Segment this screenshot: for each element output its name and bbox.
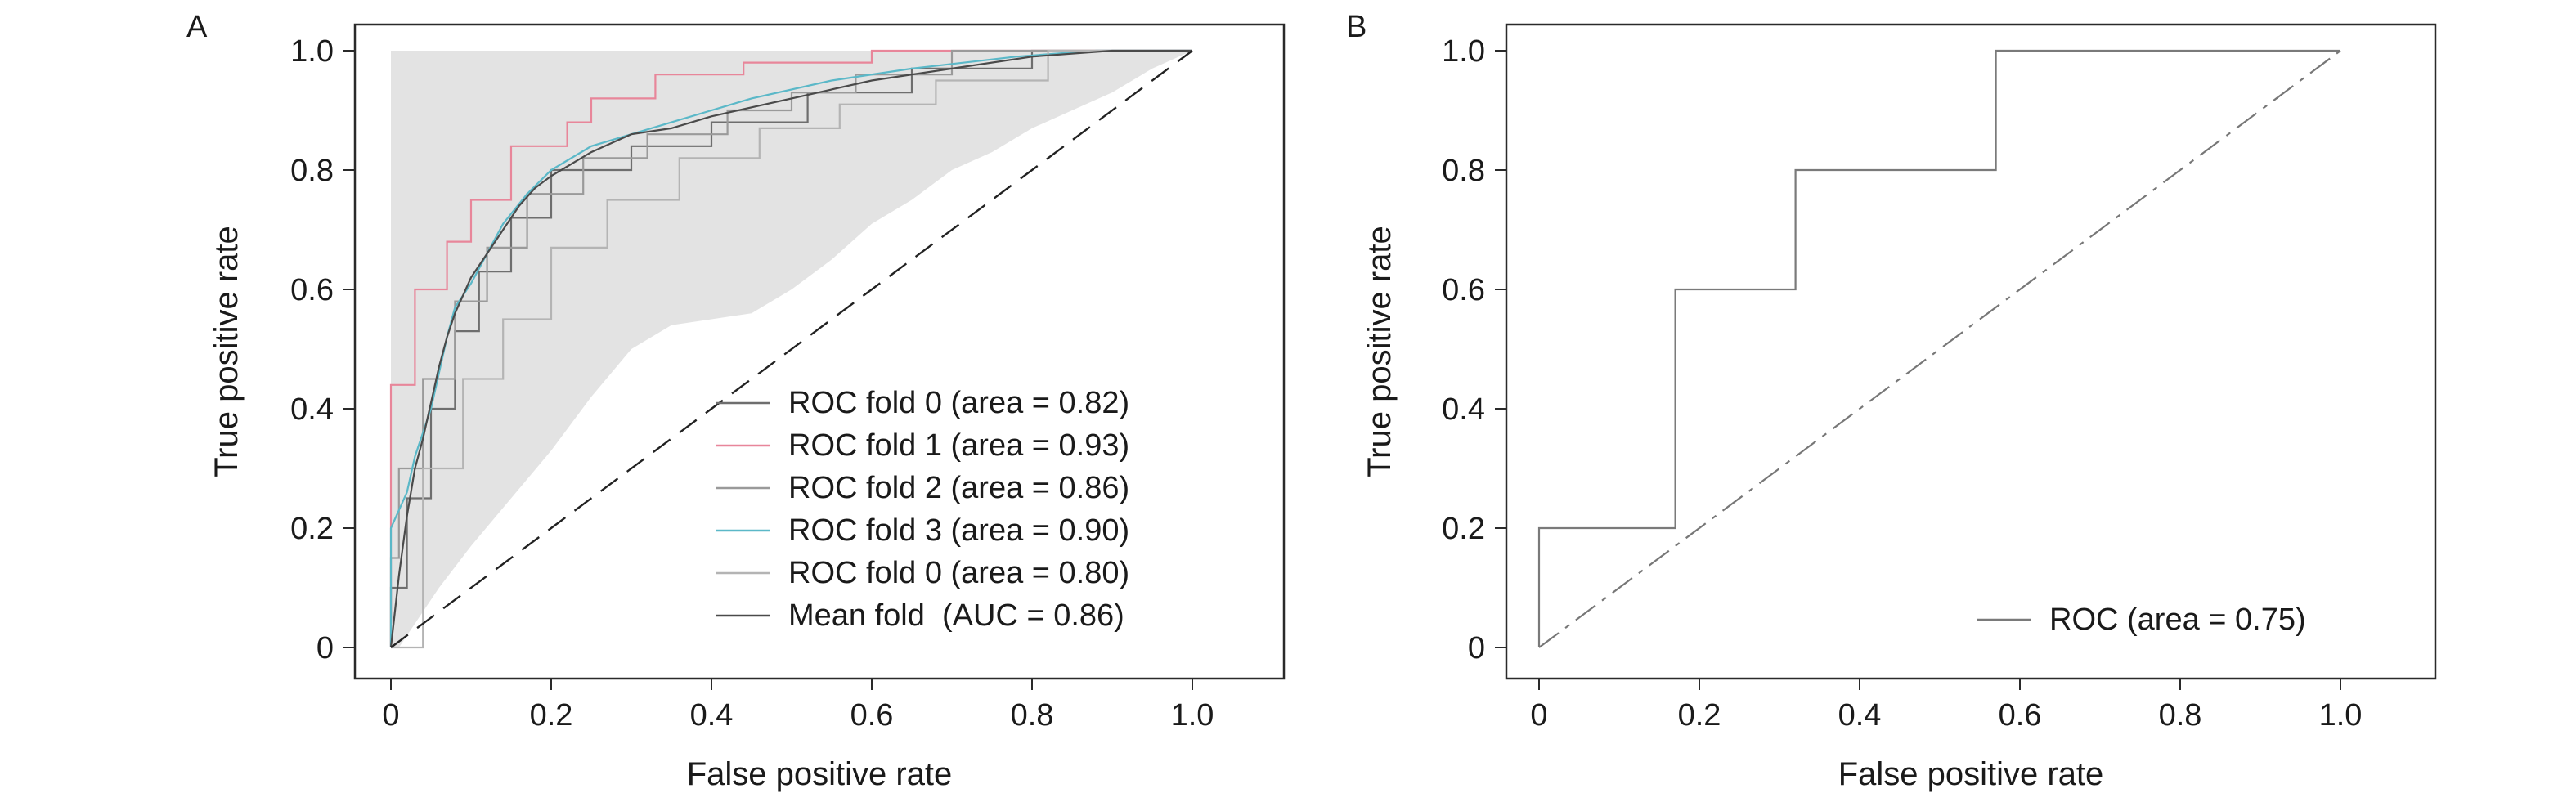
panel-a-letter: A — [186, 10, 208, 44]
legend-b: ROC (area = 0.75) — [1977, 603, 2306, 637]
x-tick-label: 0.8 — [2159, 698, 2202, 733]
y-tick-label: 0.6 — [1442, 273, 1485, 307]
y-tick-label: 0.2 — [1442, 512, 1485, 546]
roc-series-line-0 — [389, 49, 1192, 647]
plot-frame-b — [1505, 23, 2437, 680]
x-tick-label: 0.8 — [1011, 698, 1054, 733]
chance-diagonal-line — [1538, 50, 2341, 648]
panel-b: B 0 0.2 0.4 0.6 0.8 1.0 0 0.2 0.4 0.6 0.8 1.0 Fals… — [1346, 10, 2437, 792]
x-tick-label: 0.4 — [690, 698, 734, 733]
x-tick-label: 0.2 — [1678, 698, 1721, 733]
x-tick-label: 0.4 — [1838, 698, 1882, 733]
x-tick-label: 1.0 — [1171, 698, 1214, 733]
y-tick-label: 1.0 — [290, 34, 334, 69]
y-tick-label: 0.8 — [1442, 154, 1485, 188]
y-tick-label: 1.0 — [1442, 34, 1485, 69]
std-band-layer — [391, 51, 1192, 647]
roc-lines-layer-b — [1537, 49, 2341, 648]
x-axis-label-a: False positive rate — [687, 756, 953, 792]
panel-b-letter: B — [1346, 10, 1367, 44]
y-tick-label: 0.4 — [1442, 392, 1485, 427]
legend-entry: ROC fold 0 (area = 0.80) — [788, 556, 1129, 590]
roc-series-line-4 — [391, 49, 1192, 649]
legend-entry: ROC fold 3 (area = 0.90) — [788, 513, 1129, 548]
x-tick-label: 0.2 — [530, 698, 573, 733]
y-tick-label: 0 — [316, 631, 334, 665]
plot-frame-a — [353, 23, 1286, 680]
x-tick-label: 0 — [1530, 698, 1547, 733]
panel-a: A 0 0.2 0.4 0.6 0.8 1.0 0 0.2 0.4 0.6 0.8 1.0 Fals… — [186, 10, 1286, 792]
y-tick-label: 0.8 — [290, 154, 334, 188]
roc-series-line-1 — [389, 49, 1192, 647]
y-axis-label-a: True positive rate — [209, 226, 245, 477]
y-axis-label-b: True positive rate — [1362, 226, 1398, 477]
x-tick-label: 0 — [382, 698, 399, 733]
legend-entry: ROC fold 2 (area = 0.86) — [788, 471, 1129, 505]
legend-entry: ROC (area = 0.75) — [2049, 603, 2306, 637]
y-ticks-a: 0 0.2 0.4 0.6 0.8 1.0 — [290, 34, 355, 665]
x-ticks-a: 0 0.2 0.4 0.6 0.8 1.0 — [382, 679, 1214, 733]
y-tick-label: 0 — [1468, 631, 1485, 665]
roc-lines-layer — [389, 49, 1193, 649]
std-band — [391, 51, 1192, 647]
roc-series-line-3 — [389, 49, 1192, 647]
chance-diagonal-line — [390, 50, 1193, 648]
x-tick-label: 0.6 — [1999, 698, 2042, 733]
y-ticks-b: 0 0.2 0.4 0.6 0.8 1.0 — [1442, 34, 1506, 665]
roc-series-line-0 — [1537, 49, 2340, 647]
legend-entry: Mean fold (AUC = 0.86) — [788, 598, 1124, 633]
y-tick-label: 0.4 — [290, 392, 334, 427]
x-tick-label: 1.0 — [2319, 698, 2363, 733]
roc-series-line-5 — [389, 49, 1192, 648]
legend-entry: ROC fold 1 (area = 0.93) — [788, 428, 1129, 463]
y-tick-label: 0.2 — [290, 512, 334, 546]
legend-entry: ROC fold 0 (area = 0.82) — [788, 386, 1129, 420]
legend-a: ROC fold 0 (area = 0.82) ROC fold 1 (area… — [716, 386, 1129, 633]
x-tick-label: 0.6 — [850, 698, 894, 733]
x-axis-label-b: False positive rate — [1838, 756, 2104, 792]
x-ticks-b: 0 0.2 0.4 0.6 0.8 1.0 — [1530, 679, 2362, 733]
y-tick-label: 0.6 — [290, 273, 334, 307]
